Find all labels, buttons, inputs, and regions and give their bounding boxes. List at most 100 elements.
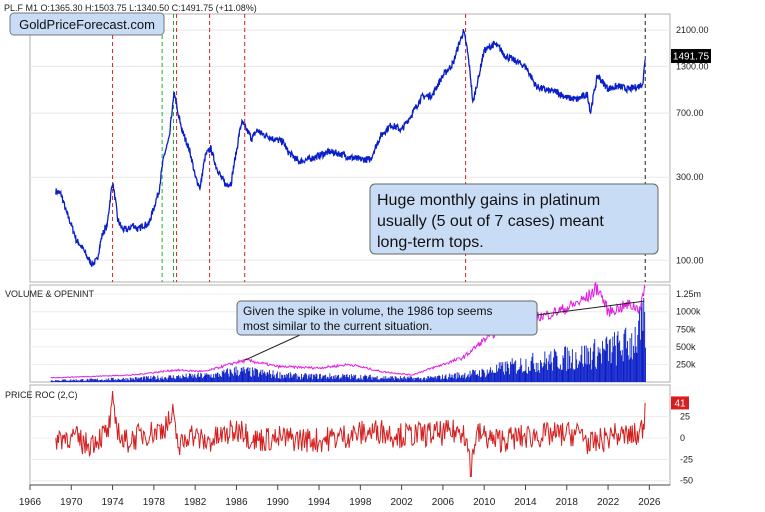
volume-bar — [193, 375, 195, 382]
volume-bar — [388, 377, 390, 382]
x-tick-label: 2002 — [390, 497, 413, 508]
volume-bar — [408, 376, 410, 382]
volume-bar — [508, 368, 510, 382]
volume-bar — [447, 379, 449, 382]
volume-bar — [571, 362, 572, 382]
volume-bar — [553, 357, 554, 382]
volume-bar — [466, 377, 467, 382]
volume-bar — [185, 373, 187, 382]
volume-bar — [269, 370, 270, 382]
volume-bar — [358, 378, 360, 382]
volume-bar — [93, 379, 95, 382]
volume-bar — [334, 378, 336, 382]
roc-last-badge: 41 — [671, 396, 689, 410]
roc-panel-title: PRICE ROC (2,C) — [5, 390, 78, 400]
volume-bar — [331, 378, 333, 382]
volume-bar — [180, 378, 182, 382]
volume-panel-title: VOLUME & OPENINT — [5, 289, 95, 299]
volume-bar — [230, 370, 232, 382]
volume-bar — [360, 375, 362, 382]
volume-bar — [411, 378, 413, 382]
volume-bar — [110, 377, 112, 382]
volume-bar — [212, 377, 214, 382]
volume-bar — [138, 378, 140, 382]
volume-bar — [636, 352, 638, 382]
volume-bar — [516, 373, 517, 382]
volume-bar — [71, 380, 73, 382]
volume-bar — [485, 377, 486, 382]
volume-bar — [423, 377, 424, 382]
volume-bar — [216, 372, 218, 382]
volume-bar — [236, 375, 238, 382]
volume-bar — [362, 376, 364, 382]
volume-bar — [597, 347, 599, 382]
volume-bar — [402, 379, 404, 382]
volume-bar — [195, 376, 197, 382]
volume-bar — [613, 346, 615, 382]
volume-bar — [327, 377, 329, 382]
volume-bar — [622, 361, 624, 382]
volume-bar — [273, 376, 275, 382]
volume-bar — [427, 376, 429, 382]
volume-bar — [522, 371, 524, 382]
volume-bar — [90, 378, 92, 382]
volume-bar — [73, 379, 74, 382]
volume-bar — [481, 368, 483, 382]
volume-bar — [69, 380, 71, 382]
volume-bar — [407, 378, 409, 382]
volume-bar — [187, 378, 189, 382]
volume-bar — [217, 372, 219, 382]
volume-bar — [413, 380, 415, 382]
volume-bar — [437, 376, 439, 382]
price-tick-label: 300.00 — [676, 172, 704, 182]
volume-bar — [311, 373, 313, 382]
volume-bar — [263, 373, 264, 382]
volume-bar — [194, 374, 196, 382]
volume-bar — [577, 367, 578, 382]
volume-bar — [442, 374, 443, 382]
volume-bar — [435, 376, 437, 382]
volume-bar — [53, 381, 55, 382]
volume-bar — [535, 362, 537, 382]
volume-bar — [495, 372, 497, 382]
volume-bar — [335, 374, 337, 382]
volume-bar — [422, 379, 424, 382]
volume-bar — [564, 347, 566, 382]
volume-bar — [287, 374, 289, 382]
volume-bar — [85, 380, 87, 382]
volume-bar — [149, 378, 151, 382]
volume-bar — [451, 377, 453, 382]
volume-bar — [635, 346, 637, 382]
volume-bar — [550, 351, 552, 382]
volume-bar — [72, 380, 74, 382]
price-tick-label: 2100.00 — [676, 25, 709, 35]
x-tick-label: 2006 — [432, 497, 455, 508]
volume-bar — [128, 379, 129, 382]
volume-bar — [65, 379, 67, 382]
volume-bar — [223, 369, 225, 382]
volume-bar — [343, 375, 344, 382]
volume-bar — [363, 376, 365, 382]
volume-bar — [608, 340, 610, 382]
volume-bar — [267, 372, 269, 382]
volume-bar — [88, 380, 90, 382]
volume-bar — [160, 378, 162, 382]
volume-bar — [434, 376, 436, 382]
volume-bar — [444, 375, 446, 382]
volume-bar — [136, 379, 138, 382]
volume-bar — [86, 378, 88, 382]
volume-bar — [129, 377, 131, 382]
volume-bar — [197, 372, 199, 382]
volume-bar — [198, 376, 200, 382]
symbol-info: PL.F M1 O:1365.30 H:1503.75 L:1340.50 C:… — [4, 3, 257, 13]
volume-bar — [523, 371, 525, 382]
volume-bar — [500, 362, 502, 382]
volume-bar — [526, 373, 528, 382]
volume-bar — [602, 348, 604, 382]
volume-bar — [406, 376, 408, 382]
volume-bar — [323, 375, 325, 382]
volume-bar — [121, 379, 123, 382]
volume-bar — [276, 373, 277, 382]
volume-tick-label: 1000k — [676, 307, 701, 317]
volume-bar — [293, 374, 295, 382]
